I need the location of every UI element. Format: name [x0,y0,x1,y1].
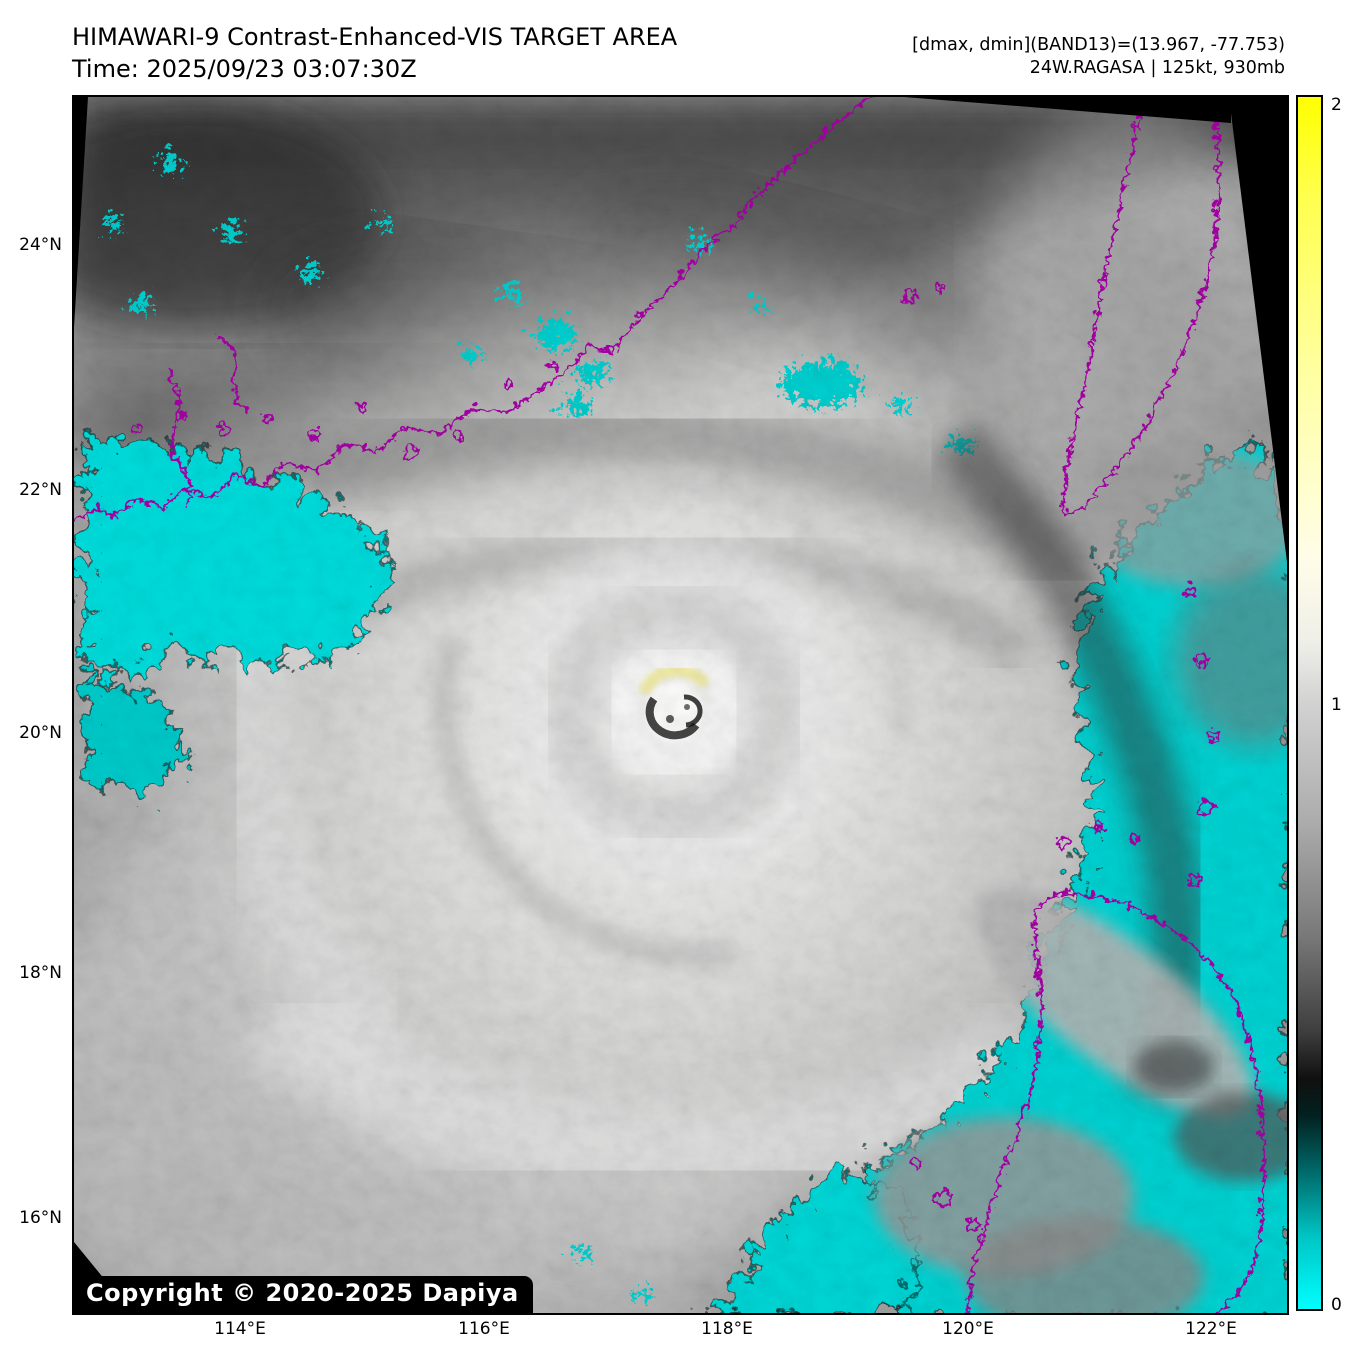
band13-range-text: [dmax, dmin](BAND13)=(13.967, -77.753) [912,35,1285,55]
coastlines [74,97,1262,1313]
china-coastline [74,97,865,517]
satellite-map-panel: Copyright © 2020-2025 Dapiya [72,95,1289,1315]
fine-grain-texture [74,97,1287,1313]
y-tick-16n: 16°N [19,1208,62,1228]
colorbar-tick-2: 2 [1331,95,1342,115]
colorbar-tick-1: 1 [1331,695,1342,715]
x-tick-116e: 116°E [458,1319,510,1339]
colorbar [1296,95,1323,1311]
taiwan-coastline [1057,97,1218,512]
timestamp: Time: 2025/09/23 03:07:30Z [72,55,417,83]
x-tick-120e: 120°E [942,1319,994,1339]
x-tick-122e: 122°E [1185,1319,1237,1339]
luzon-coastline [961,889,1262,1313]
y-tick-18n: 18°N [19,963,62,983]
y-tick-24n: 24°N [19,235,62,255]
colorbar-tick-0: 0 [1331,1295,1342,1315]
x-tick-114e: 114°E [214,1319,266,1339]
y-tick-22n: 22°N [19,480,62,500]
satellite-image [74,97,1287,1313]
header-info-block: [dmax, dmin](BAND13)=(13.967, -77.753) 2… [912,34,1285,80]
copyright-badge: Copyright © 2020-2025 Dapiya [74,1276,533,1313]
y-tick-20n: 20°N [19,723,62,743]
storm-info-text: 24W.RAGASA | 125kt, 930mb [1029,58,1285,78]
page-title: HIMAWARI-9 Contrast-Enhanced-VIS TARGET … [72,23,678,51]
x-tick-118e: 118°E [701,1319,753,1339]
